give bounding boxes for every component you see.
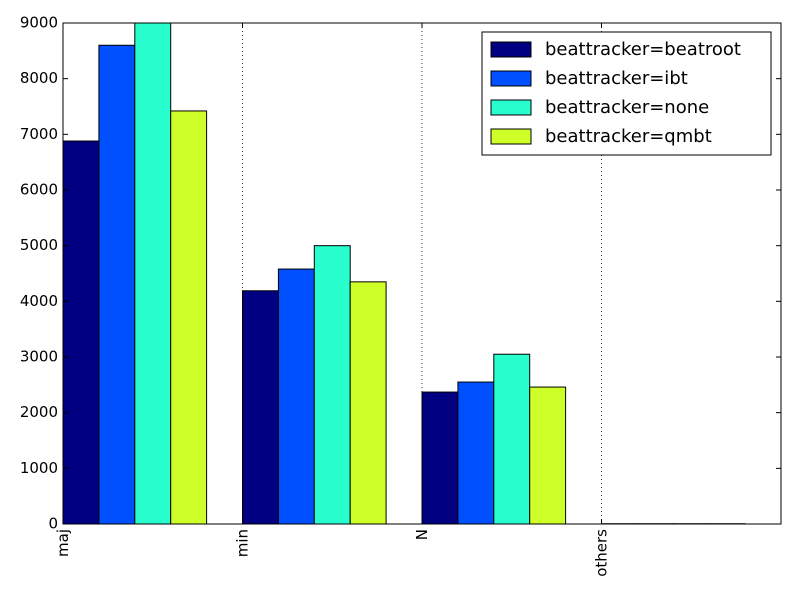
- x-tick-label-others: others: [593, 529, 611, 577]
- bar-N-2: [458, 382, 494, 524]
- legend: beattracker=beatroot beattracker=ibt beatt…: [482, 32, 771, 155]
- legend-label: beattracker=ibt: [545, 68, 688, 89]
- legend-swatch: [491, 71, 531, 86]
- y-tick-label: 3000: [20, 348, 58, 366]
- y-tick-label: 2000: [20, 403, 58, 421]
- legend-label: beattracker=beatroot: [545, 39, 741, 60]
- legend-swatch: [491, 100, 531, 115]
- bar-min-2: [278, 269, 314, 524]
- y-tick-label: 5000: [20, 236, 58, 254]
- y-tick-label: 1000: [20, 459, 58, 477]
- bar-N-3: [494, 354, 530, 524]
- x-tick-label-min: min: [234, 529, 252, 557]
- bar-maj-1: [63, 141, 99, 524]
- y-tick-label: 4000: [20, 292, 58, 310]
- bar-min-4: [350, 282, 386, 524]
- legend-swatch: [491, 42, 531, 57]
- legend-label: beattracker=qmbt: [545, 126, 712, 147]
- bar-min-3: [314, 246, 350, 524]
- bar-min-1: [243, 291, 279, 524]
- legend-swatch: [491, 129, 531, 144]
- bar-N-1: [422, 392, 458, 524]
- bar-maj-2: [99, 45, 135, 524]
- legend-label: beattracker=none: [545, 97, 709, 118]
- bar-maj-4: [171, 111, 207, 524]
- x-tick-label-n: N: [413, 529, 431, 540]
- y-tick-label: 6000: [20, 181, 58, 199]
- y-tick-label: 9000: [20, 14, 58, 32]
- y-tick-label: 7000: [20, 125, 58, 143]
- bar-N-4: [530, 387, 566, 524]
- x-tick-label-maj: maj: [54, 529, 72, 557]
- bar-maj-3: [135, 23, 171, 524]
- y-tick-label: 8000: [20, 69, 58, 87]
